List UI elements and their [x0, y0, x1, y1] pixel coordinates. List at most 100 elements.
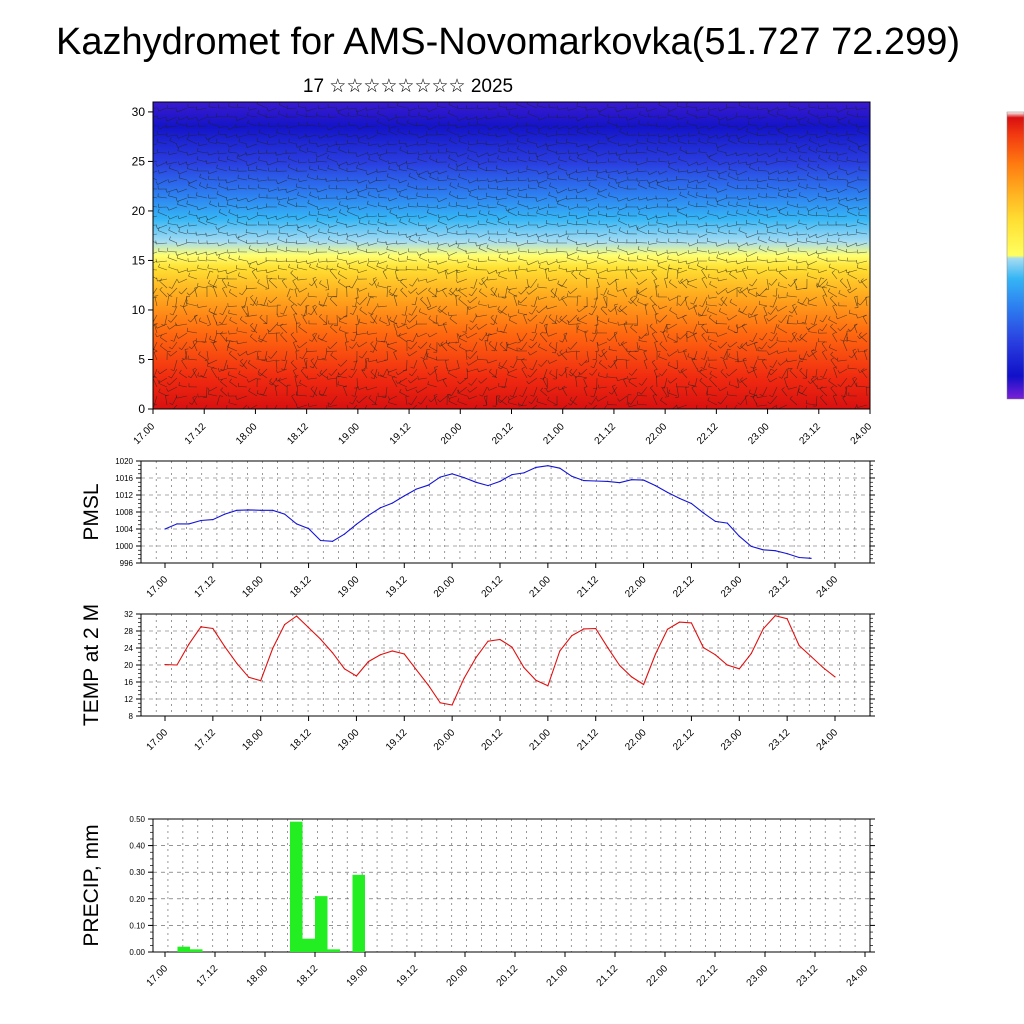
wind-barb: [447, 344, 458, 352]
wind-barb-flag: [277, 236, 280, 240]
wind-barb-flag: [847, 208, 850, 213]
wind-barb-flag: [358, 318, 361, 323]
wind-barb: [386, 286, 389, 298]
wind-barb: [627, 116, 638, 121]
wind-barb-flag: [586, 128, 589, 133]
wind-barb: [330, 326, 338, 334]
wind-barb: [808, 197, 818, 203]
wind-barb: [828, 170, 838, 176]
wind-barb-flag: [622, 287, 627, 291]
wind-barb: [203, 368, 208, 377]
wind-barb: [586, 197, 598, 202]
wind-barb-flag: [326, 147, 328, 152]
wind-barb: [531, 404, 538, 409]
wind-barb: [178, 231, 188, 235]
wind-barb-flag: [697, 215, 700, 220]
wind-barb: [246, 143, 258, 148]
wind-barb: [469, 296, 478, 304]
wind-barb: [508, 319, 518, 325]
wind-barb: [726, 152, 738, 157]
wind-barb-flag: [250, 333, 253, 337]
wind-barb-flag: [789, 395, 793, 399]
wind-barb-flag: [727, 161, 730, 165]
wind-barb: [806, 368, 808, 379]
wind-barb-flag: [247, 119, 249, 124]
wind-barb: [337, 197, 348, 200]
wind-barb-flag: [369, 283, 373, 286]
wind-barb-flag: [396, 188, 398, 193]
wind-barb-flag: [207, 387, 210, 392]
wind-barb: [297, 194, 308, 199]
wind-barb-flag: [618, 155, 621, 160]
wind-barb-flag: [716, 200, 719, 205]
wind-barb: [216, 251, 228, 256]
wind-barb: [238, 275, 248, 280]
wind-barb-flag: [467, 188, 470, 192]
wind-barb: [490, 289, 498, 298]
wind-barb: [366, 187, 378, 190]
wind-barb-flag: [148, 171, 149, 174]
wind-barb-flag: [686, 169, 689, 174]
wind-barb: [247, 350, 258, 356]
wind-barb-flag: [155, 163, 158, 167]
wind-barb-flag: [278, 200, 280, 205]
wind-barb: [487, 278, 498, 281]
wind-barb-flag: [248, 263, 251, 268]
wind-barb-flag: [616, 197, 619, 202]
wind-barb: [542, 314, 548, 324]
wind-barb-flag: [312, 304, 316, 307]
wind-barb-flag: [792, 303, 796, 306]
wind-barb-flag: [415, 389, 418, 393]
wind-barb-flag: [197, 142, 200, 146]
wind-barb: [786, 141, 798, 145]
wind-barb-flag: [755, 291, 758, 296]
wind-barb: [817, 377, 828, 381]
wind-barb-flag: [437, 245, 439, 250]
wind-barb: [741, 325, 748, 334]
wind-barb: [706, 203, 718, 208]
wind-barb-flag: [858, 166, 860, 170]
wind-barb: [178, 332, 188, 339]
wind-barb: [488, 179, 498, 183]
wind-barb: [587, 161, 598, 164]
wind-barb: [306, 107, 318, 112]
wind-barb: [587, 149, 598, 154]
wind-barb-flag: [666, 125, 669, 130]
wind-barb: [696, 107, 708, 111]
wind-barb-flag: [209, 200, 212, 205]
wind-barb-flag: [728, 353, 730, 357]
wind-barb: [592, 332, 598, 342]
wind-barb: [719, 311, 728, 316]
wind-barb-flag: [557, 233, 560, 238]
wind-barb: [229, 332, 238, 335]
wind-barb-flag: [217, 124, 219, 129]
wind-barb-flag: [715, 144, 718, 148]
wind-barb-flag: [397, 251, 400, 256]
wind-barb: [701, 278, 708, 289]
wind-barb-flag: [617, 342, 621, 346]
wind-barb-flag: [717, 107, 720, 112]
wind-barb: [757, 395, 768, 399]
wind-barb-flag: [563, 332, 568, 335]
wind-barb-flag: [197, 147, 199, 152]
wind-barb: [207, 242, 218, 245]
wind-barb-flag: [156, 138, 159, 143]
wind-barb: [188, 260, 198, 263]
wind-barb-flag: [316, 373, 320, 377]
wind-barb: [278, 113, 288, 118]
wind-barb-flag: [768, 338, 772, 342]
wind-barb-flag: [649, 295, 653, 299]
wind-barb-flag: [286, 124, 288, 129]
wind-barb: [548, 332, 558, 337]
wind-barb-flag: [258, 340, 262, 343]
wind-barb: [216, 332, 228, 334]
wind-barb: [153, 206, 158, 208]
wind-barb: [658, 104, 668, 109]
wind-barb: [229, 381, 238, 388]
wind-barb-flag: [726, 373, 729, 377]
wind-barb-flag: [778, 209, 781, 213]
wind-barb-flag: [485, 115, 487, 119]
wind-barb-flag: [198, 351, 201, 355]
wind-barb: [638, 348, 648, 352]
wind-barb: [865, 387, 868, 397]
